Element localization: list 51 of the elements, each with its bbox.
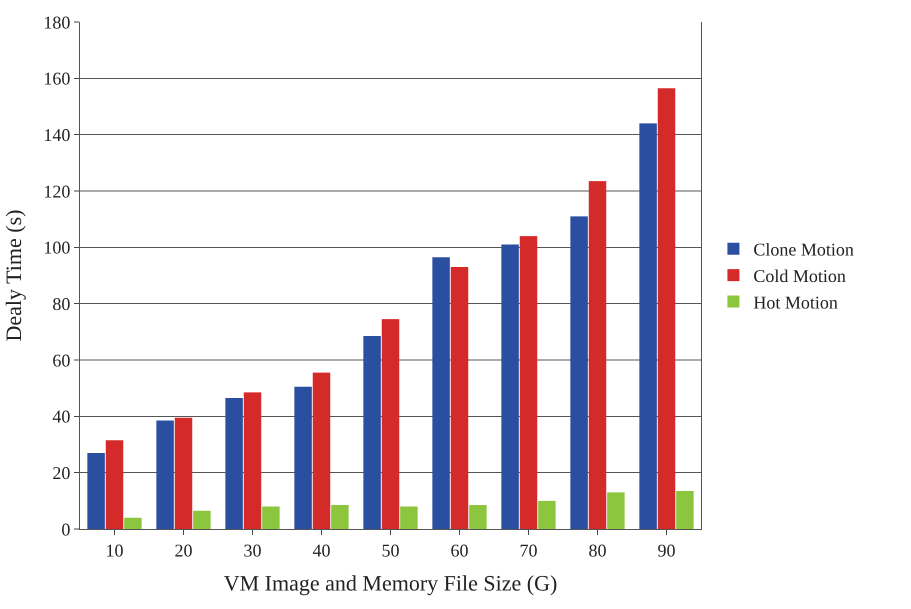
bar xyxy=(501,244,519,529)
bar xyxy=(538,500,556,529)
bar xyxy=(87,452,105,529)
y-tick-label: 40 xyxy=(52,406,70,427)
x-tick-label: 60 xyxy=(450,540,468,561)
bar xyxy=(588,181,606,529)
bar xyxy=(156,420,174,529)
y-tick-label: 120 xyxy=(43,181,70,202)
y-tick-label: 180 xyxy=(43,12,70,32)
y-axis-title: Dealy Time (s) xyxy=(1,210,26,342)
y-tick-label: 20 xyxy=(52,462,70,483)
bar xyxy=(363,336,381,529)
bar xyxy=(174,418,192,529)
legend-label: Cold Motion xyxy=(753,266,846,286)
x-tick-label: 90 xyxy=(658,540,676,561)
x-tick-label: 50 xyxy=(382,540,400,561)
y-tick-label: 160 xyxy=(43,68,70,89)
x-tick-label: 30 xyxy=(244,540,262,561)
bar xyxy=(124,518,142,529)
x-tick-label: 80 xyxy=(588,540,606,561)
legend-label: Clone Motion xyxy=(753,240,854,260)
x-tick-label: 20 xyxy=(174,540,192,561)
bar xyxy=(382,319,400,529)
y-tick-label: 60 xyxy=(52,350,70,370)
bar xyxy=(676,490,694,529)
bar xyxy=(312,372,330,529)
y-tick-label: 140 xyxy=(43,124,70,145)
bar xyxy=(450,267,468,529)
bar xyxy=(520,236,538,529)
bar xyxy=(106,440,124,529)
y-tick-label: 80 xyxy=(52,294,70,314)
bar xyxy=(294,386,312,529)
legend-label: Hot Motion xyxy=(753,292,838,313)
x-tick-label: 10 xyxy=(106,540,124,561)
bar xyxy=(262,506,280,529)
bar xyxy=(193,510,211,529)
x-tick-label: 40 xyxy=(312,540,330,561)
bar xyxy=(400,506,418,529)
bar xyxy=(225,398,243,529)
x-axis-title: VM Image and Memory File Size (G) xyxy=(224,570,558,596)
bar xyxy=(244,392,262,529)
bar xyxy=(331,505,349,529)
bar xyxy=(658,88,676,529)
y-tick-label: 0 xyxy=(61,519,70,540)
x-tick-label: 70 xyxy=(520,540,538,561)
bar xyxy=(639,123,657,529)
y-tick-label: 100 xyxy=(43,238,70,258)
bar xyxy=(570,216,588,529)
bar xyxy=(607,492,625,529)
bar xyxy=(432,257,450,529)
bar xyxy=(469,505,487,529)
